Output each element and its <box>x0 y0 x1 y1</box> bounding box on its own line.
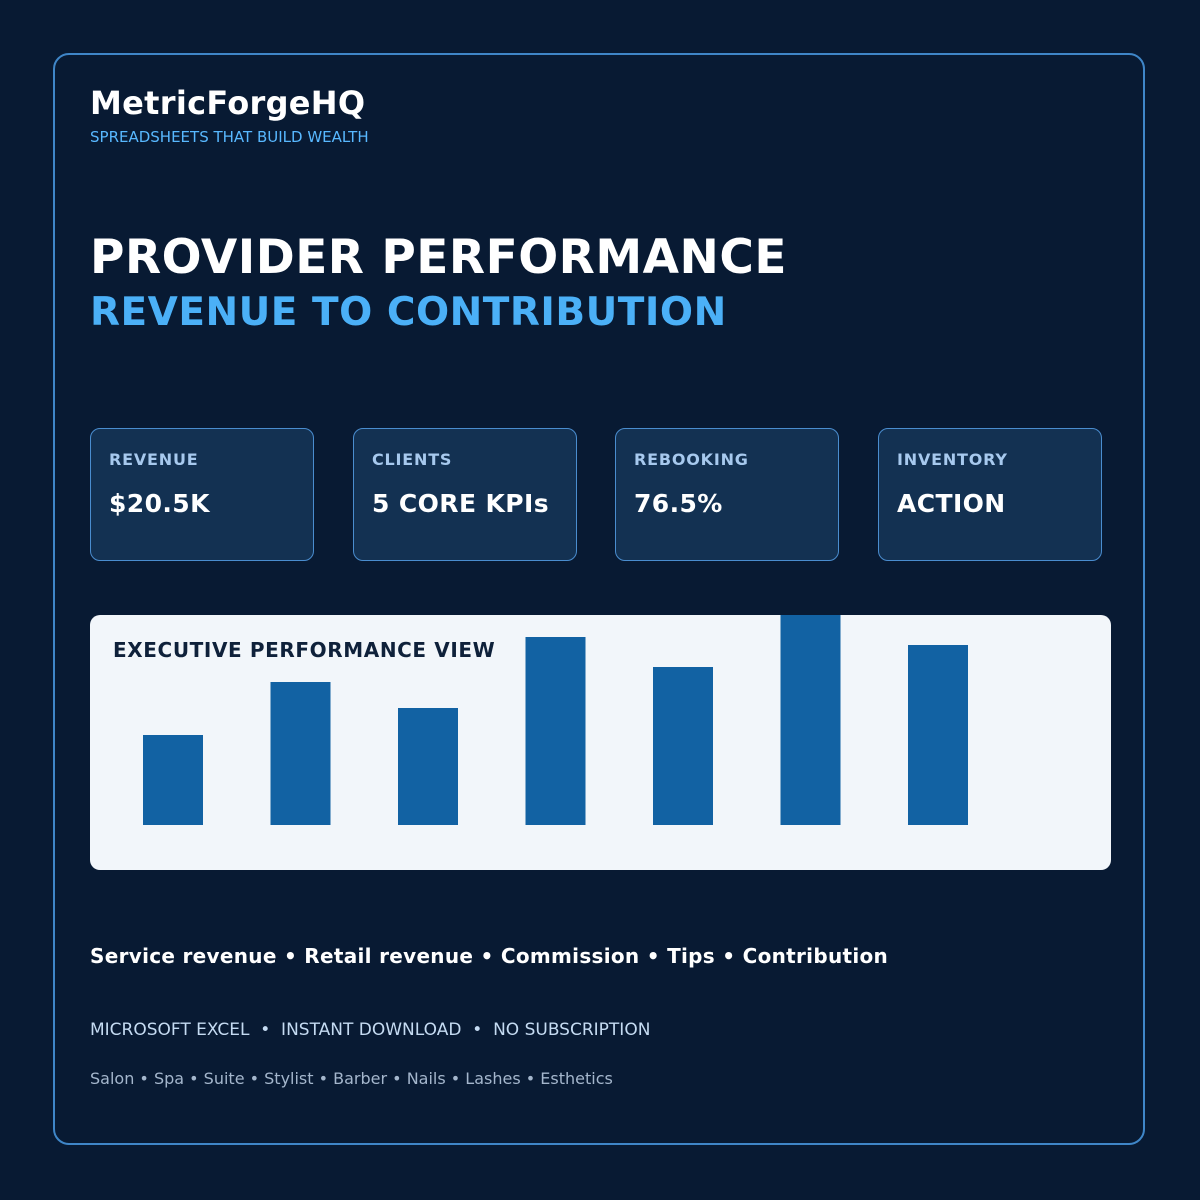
kpi-card-rebooking: REBOOKING 76.5% <box>615 428 839 561</box>
kpi-value: 5 CORE KPIs <box>372 489 550 518</box>
brand-tagline: SPREADSHEETS THAT BUILD WEALTH <box>90 128 369 146</box>
chart-bar-5 <box>653 667 713 825</box>
kpi-value: ACTION <box>897 489 1006 518</box>
brand-name: MetricForgeHQ <box>90 84 366 122</box>
chart-title: EXECUTIVE PERFORMANCE VIEW <box>113 638 496 662</box>
headline-subtitle: REVENUE TO CONTRIBUTION <box>90 290 727 335</box>
kpi-value: 76.5% <box>634 489 723 518</box>
kpi-card-revenue: REVENUE $20.5K <box>90 428 314 561</box>
chart-bar-7 <box>908 645 968 825</box>
product-features: MICROSOFT EXCEL • INSTANT DOWNLOAD • NO … <box>90 1020 651 1040</box>
headline-title: PROVIDER PERFORMANCE <box>90 230 787 285</box>
poster-frame <box>53 53 1145 1145</box>
kpi-value: $20.5K <box>109 489 210 518</box>
kpi-label: REBOOKING <box>634 450 749 469</box>
kpi-label: INVENTORY <box>897 450 1008 469</box>
audience-list: Salon • Spa • Suite • Stylist • Barber •… <box>90 1069 613 1088</box>
chart-bar-2 <box>270 682 331 825</box>
bar-chart <box>143 615 968 825</box>
kpi-card-clients: CLIENTS 5 CORE KPIs <box>353 428 577 561</box>
performance-chart-card: EXECUTIVE PERFORMANCE VIEW <box>90 615 1111 870</box>
chart-bar-1 <box>143 735 203 825</box>
kpi-label: REVENUE <box>109 450 199 469</box>
chart-bar-4 <box>525 637 586 825</box>
metrics-list: Service revenue • Retail revenue • Commi… <box>90 944 889 968</box>
chart-bar-3 <box>398 708 458 825</box>
kpi-card-inventory: INVENTORY ACTION <box>878 428 1102 561</box>
kpi-label: CLIENTS <box>372 450 453 469</box>
chart-bar-6 <box>780 615 841 825</box>
